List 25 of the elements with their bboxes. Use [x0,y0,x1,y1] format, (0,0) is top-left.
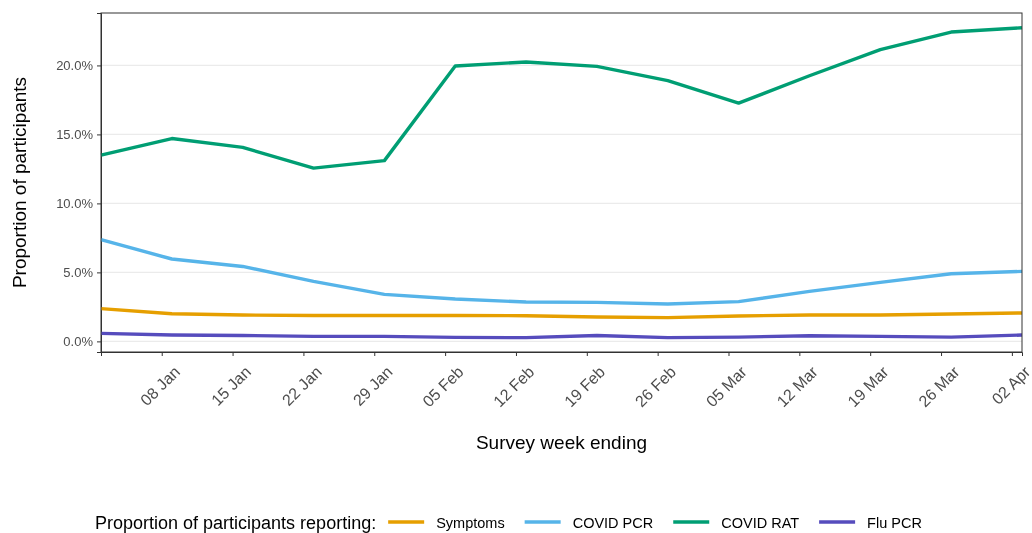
x-tick-label: 26 Mar [915,362,963,411]
legend-label: Flu PCR [867,515,922,531]
y-tick-label: 20.0% [56,58,94,74]
x-tick-label: 12 Mar [773,362,822,411]
x-tick-label: 22 Jan [278,362,325,409]
x-tick-label: 19 Mar [844,362,893,411]
x-tick-label: 15 Jan [208,362,255,409]
x-axis-title: Survey week ending [475,432,648,453]
x-tick-label: 05 Feb [419,362,467,411]
legend-label: Symptoms [436,515,505,531]
x-tick-label: 08 Jan [137,362,184,409]
legend-title: Proportion of participants reporting: [95,513,377,533]
y-tick-label: 10.0% [56,196,94,212]
y-tick-label: 15.0% [56,127,94,143]
x-tick-label: 26 Feb [631,362,680,411]
y-tick-label: 5.0% [63,265,94,281]
x-tick-label: 29 Jan [349,362,396,409]
y-axis-title: Proportion of participants [9,76,30,289]
x-tick-label: 12 Feb [490,362,538,411]
x-tick-label: 02 Apr [988,362,1032,408]
legend-label: COVID PCR [572,515,654,531]
y-tick-label: 0.0% [63,334,94,350]
legend-label: COVID RAT [721,515,800,531]
x-tick-label: 19 Feb [561,362,609,411]
x-tick-label: 05 Mar [702,362,751,411]
